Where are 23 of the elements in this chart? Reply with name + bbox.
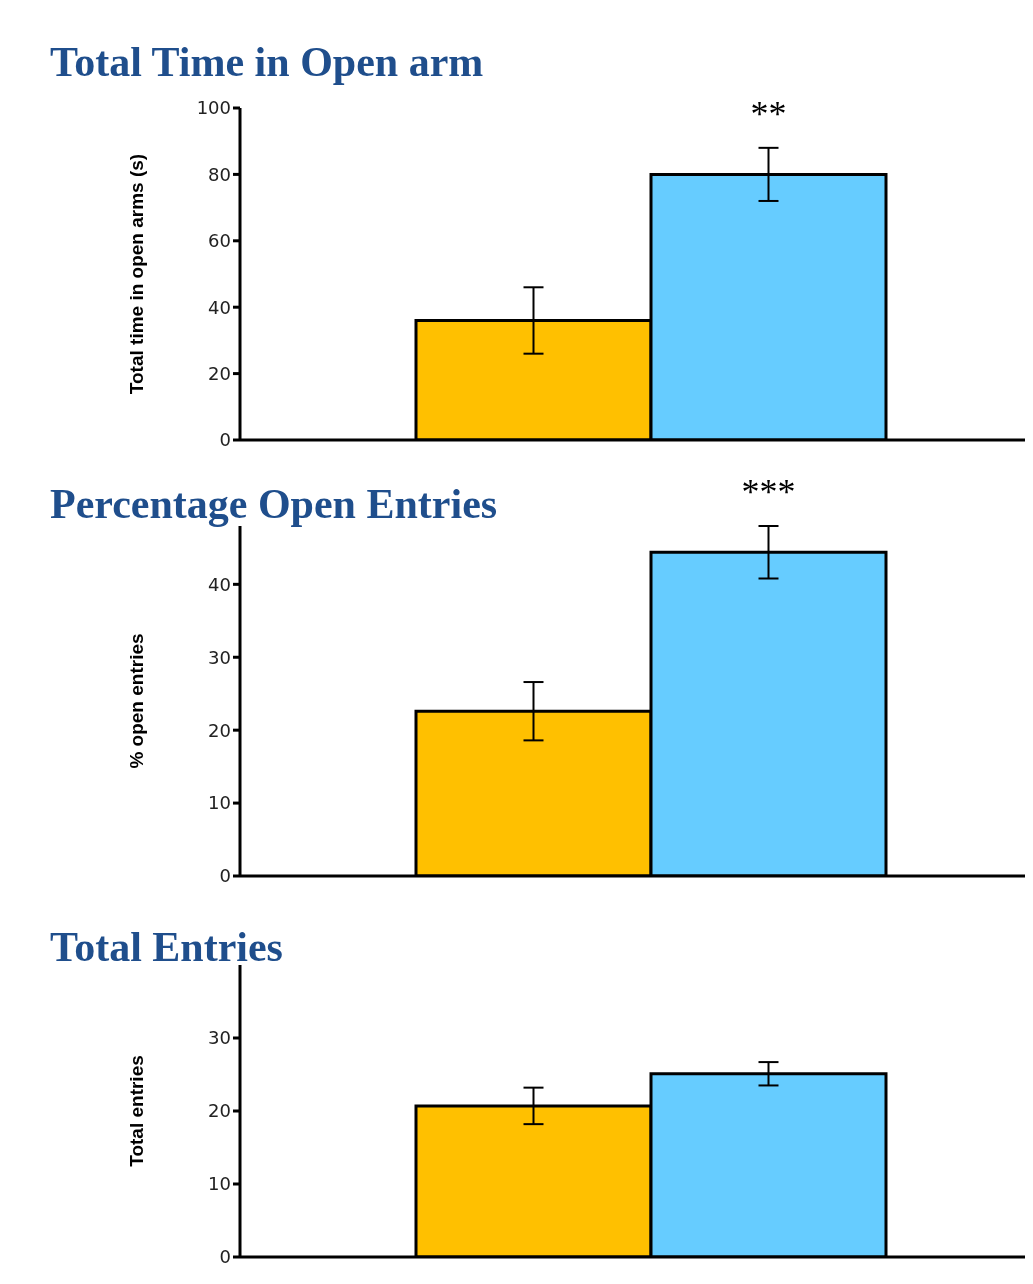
y-tick-label: 80 xyxy=(208,163,231,185)
y-axis-title: Total entries xyxy=(125,1055,147,1167)
y-axis-title: Total time in open arms (s) xyxy=(125,153,147,395)
y-tick-label: 0 xyxy=(219,1246,231,1268)
chart-title: Total Time in Open arm xyxy=(50,38,484,86)
annotation: ** xyxy=(750,93,787,134)
y-tick-label: 40 xyxy=(208,573,231,595)
y-tick-label: 30 xyxy=(208,1027,231,1049)
y-tick-label: 0 xyxy=(219,865,231,887)
y-tick-label: 30 xyxy=(208,646,231,668)
y-tick-label: 40 xyxy=(208,296,231,318)
y-tick-label: 100 xyxy=(196,97,231,119)
chart-title: Percentage Open Entries xyxy=(50,480,498,528)
y-tick-label: 20 xyxy=(208,719,231,741)
chart-title: Total Entries xyxy=(50,923,283,971)
y-axis-title: % open entries xyxy=(125,633,147,769)
y-tick-label: 60 xyxy=(208,230,231,252)
y-tick-label: 20 xyxy=(208,1100,231,1122)
y-tick-label: 20 xyxy=(208,362,231,384)
y-tick-label: 10 xyxy=(208,1173,231,1195)
y-tick-label: 10 xyxy=(208,792,231,814)
text: *** xyxy=(741,472,796,512)
y-tick-label: 0 xyxy=(219,429,231,451)
